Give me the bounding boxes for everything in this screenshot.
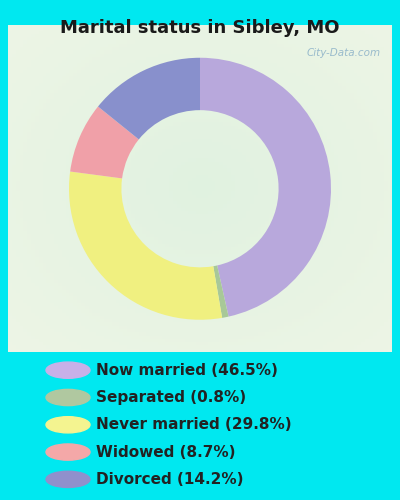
Wedge shape xyxy=(213,266,228,318)
Circle shape xyxy=(46,416,90,433)
Text: Marital status in Sibley, MO: Marital status in Sibley, MO xyxy=(60,19,340,37)
Wedge shape xyxy=(70,106,139,178)
Text: Divorced (14.2%): Divorced (14.2%) xyxy=(96,472,244,487)
Text: City-Data.com: City-Data.com xyxy=(306,48,380,58)
Wedge shape xyxy=(69,172,222,320)
Wedge shape xyxy=(200,58,331,316)
Circle shape xyxy=(46,390,90,406)
Text: Separated (0.8%): Separated (0.8%) xyxy=(96,390,246,405)
Text: Widowed (8.7%): Widowed (8.7%) xyxy=(96,444,236,460)
Wedge shape xyxy=(98,58,200,140)
Text: Never married (29.8%): Never married (29.8%) xyxy=(96,418,292,432)
Circle shape xyxy=(46,444,90,460)
Circle shape xyxy=(46,471,90,488)
Circle shape xyxy=(46,362,90,378)
Text: Now married (46.5%): Now married (46.5%) xyxy=(96,362,278,378)
